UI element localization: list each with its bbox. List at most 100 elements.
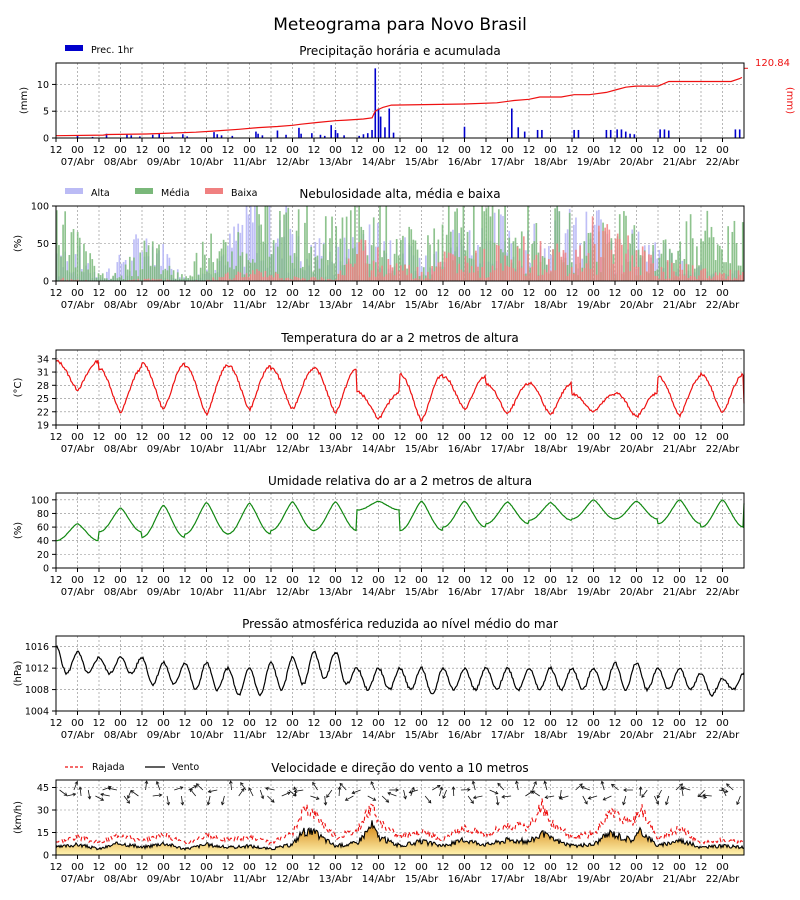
wind-arrow-head — [351, 790, 356, 795]
cloud-bar-baixa — [627, 235, 629, 281]
xtick-hour-label: 00 — [157, 862, 170, 873]
cloud-bar-baixa — [397, 270, 400, 281]
wind-arrow-head — [623, 788, 627, 792]
xtick-hour-label: 00 — [157, 575, 170, 586]
precip-bar — [388, 108, 391, 138]
xtick-hour-label: 00 — [587, 288, 600, 299]
precip-bar — [463, 126, 466, 138]
cloud-bar-baixa — [447, 252, 450, 281]
xtick-hour-label: 00 — [71, 288, 84, 299]
cloud-bar-média — [741, 222, 744, 281]
cloud-bar-baixa — [681, 269, 684, 281]
xtick-hour-label: 00 — [587, 575, 600, 586]
wind-arrow — [145, 781, 148, 791]
wind-arrow — [79, 787, 82, 797]
ytick-label: 0 — [43, 564, 49, 575]
xtick-date-label: 22/Abr — [706, 730, 740, 741]
xtick-hour-label: 00 — [415, 862, 428, 873]
cloud-bar-alta — [122, 261, 125, 281]
cloud-bar-média — [95, 278, 98, 281]
cloud-bar-média — [447, 206, 450, 281]
xtick-date-label: 07/Abr — [61, 300, 95, 311]
accum-total-label: 120.84 — [755, 58, 790, 69]
xtick-date-label: 17/Abr — [491, 587, 525, 598]
wind-arrow-head — [531, 790, 536, 794]
xtick-date-label: 07/Abr — [61, 874, 95, 885]
cloud-bar-média — [285, 212, 288, 281]
cloud-bar-baixa — [433, 271, 436, 281]
cloud-bar-alta — [247, 214, 250, 281]
cloud-bar-baixa — [666, 260, 669, 281]
cloud-bar-média — [385, 206, 388, 281]
cloud-bar-baixa — [237, 271, 240, 281]
precip-bar — [139, 136, 141, 138]
cloud-bar-média — [106, 278, 108, 281]
cloud-bar-média — [324, 216, 327, 281]
xtick-hour-label: 12 — [308, 862, 321, 873]
xtick-hour-label: 12 — [50, 862, 63, 873]
y-axis-label: (%) — [13, 522, 24, 539]
xtick-hour-label: 12 — [179, 145, 192, 156]
xtick-hour-label: 00 — [673, 288, 686, 299]
cloud-bar-média — [687, 264, 690, 281]
xtick-hour-label: 00 — [372, 432, 385, 443]
xtick-hour-label: 00 — [243, 288, 256, 299]
cloud-bar-média — [374, 262, 377, 281]
cloud-bar-baixa — [706, 278, 709, 281]
xtick-hour-label: 12 — [394, 575, 407, 586]
xtick-hour-label: 00 — [71, 432, 84, 443]
cloud-bar-baixa — [485, 277, 488, 281]
cloud-bar-baixa — [145, 279, 148, 281]
wind-arrow-head — [372, 797, 377, 801]
cloud-bar-baixa — [639, 275, 642, 281]
cloud-bar-média — [270, 254, 273, 281]
cloud-bar-média — [68, 255, 71, 281]
xtick-hour-label: 00 — [243, 432, 256, 443]
xtick-hour-label: 12 — [609, 575, 622, 586]
xtick-hour-label: 00 — [587, 862, 600, 873]
ytick-label: 22 — [37, 407, 49, 418]
cloud-bar-baixa — [329, 278, 331, 281]
cloud-bar-alta — [595, 210, 598, 281]
y-axis-right-label: (mm) — [784, 87, 795, 114]
xtick-hour-label: 12 — [523, 288, 536, 299]
cloud-bar-média — [251, 259, 254, 281]
legend-label: Rajada — [92, 762, 125, 773]
xtick-date-label: 14/Abr — [362, 157, 396, 168]
wind-arrow — [166, 795, 170, 805]
cloud-bar-baixa — [339, 270, 342, 281]
cloud-bar-média — [706, 210, 709, 281]
cloud-bar-média — [158, 244, 160, 281]
wind-arrow-head — [543, 780, 548, 785]
cloud-bar-baixa — [539, 241, 542, 281]
cloud-bar-média — [87, 269, 89, 281]
precip-bar — [323, 135, 326, 138]
wind-arrow-head — [680, 786, 685, 790]
wind-arrow — [312, 782, 318, 791]
xtick-hour-label: 12 — [394, 288, 407, 299]
wind-arrow — [532, 781, 537, 791]
cloud-bar-média — [314, 257, 317, 281]
xtick-date-label: 12/Abr — [276, 730, 310, 741]
cloud-bar-média — [675, 259, 677, 281]
cloud-bar-baixa — [677, 276, 679, 281]
ytick-label: 5 — [43, 107, 49, 118]
xtick-date-label: 11/Abr — [233, 444, 267, 455]
cloud-bar-baixa — [556, 243, 559, 281]
xtick-date-label: 07/Abr — [61, 444, 95, 455]
cloud-bar-baixa — [137, 278, 139, 281]
xtick-hour-label: 12 — [93, 145, 106, 156]
xtick-hour-label: 00 — [114, 862, 127, 873]
panel-title: Precipitação horária e acumulada — [299, 44, 501, 58]
y-axis-label: (km/h) — [13, 801, 24, 834]
wind-arrow-head — [228, 780, 233, 784]
wind-arrow-head — [679, 783, 684, 787]
cloud-bar-baixa — [383, 276, 385, 281]
xtick-hour-label: 12 — [566, 862, 579, 873]
xtick-hour-label: 12 — [308, 145, 321, 156]
cloud-bar-média — [712, 237, 715, 281]
precip-bar — [517, 127, 520, 138]
cloud-bar-baixa — [343, 275, 346, 281]
cloud-bar-média — [143, 240, 146, 281]
xtick-hour-label: 00 — [630, 575, 643, 586]
